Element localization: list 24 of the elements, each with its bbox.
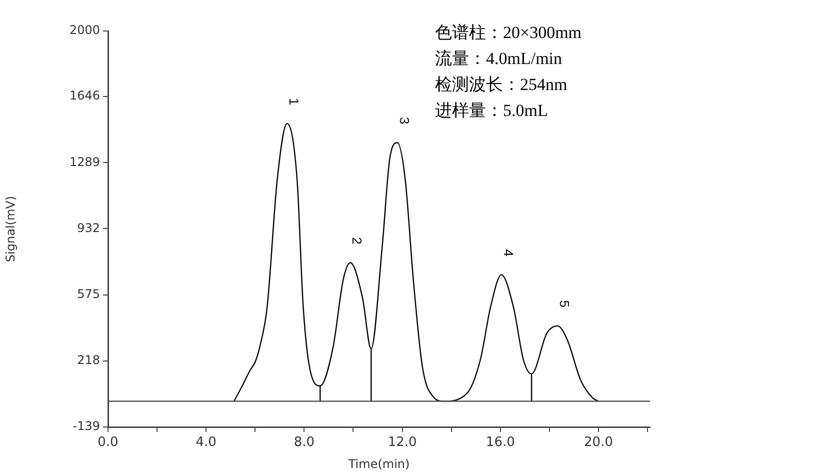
annotation: 2: [350, 237, 365, 244]
x-tick-label: 8.0: [294, 435, 315, 450]
annotation: 进样量：5.0mL: [435, 100, 549, 122]
annotation: 流量：4.0mL/min: [435, 48, 564, 70]
y-tick-label: 932: [77, 220, 100, 235]
annotation: 5: [556, 300, 572, 308]
x-tick-label: 20.0: [584, 435, 613, 450]
y-tick-label: 2000: [69, 23, 100, 38]
x-tick-label: 12.0: [388, 435, 417, 450]
x-axis-title: Time(min): [347, 456, 410, 471]
annotation: 3: [396, 117, 412, 124]
y-tick-label: 218: [77, 353, 100, 368]
y-tick-label: -139: [72, 419, 100, 434]
annotation: 检测波长：254nm: [435, 74, 568, 96]
y-axis-title: Signal(mV): [3, 196, 18, 262]
annotation: 色谱柱：20×300mm: [435, 22, 582, 44]
y-tick-label: 1289: [69, 154, 100, 169]
annotation: 4: [500, 249, 516, 256]
y-tick-label: 575: [77, 286, 100, 301]
y-tick-label: 1646: [69, 88, 100, 103]
x-tick-label: 16.0: [486, 435, 515, 450]
x-tick-label: 4.0: [196, 435, 216, 450]
x-tick-label: 0.0: [98, 435, 118, 450]
annotation: 1: [286, 98, 302, 106]
